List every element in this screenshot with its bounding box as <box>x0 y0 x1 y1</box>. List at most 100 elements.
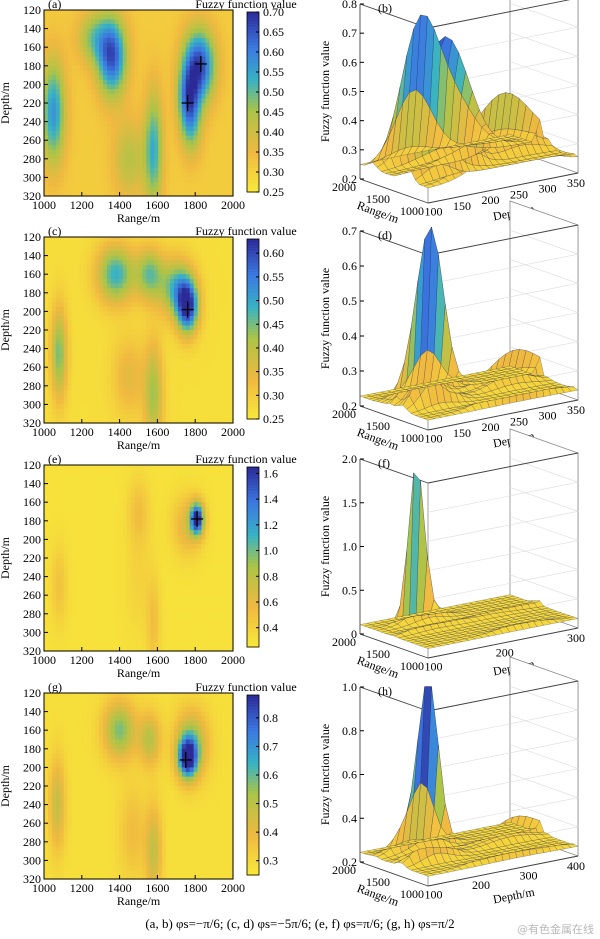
heatmap-cell <box>177 107 183 113</box>
heatmap-cell <box>225 112 230 118</box>
heatmap-cell <box>126 371 132 378</box>
heatmap-cell <box>118 274 124 280</box>
heatmap-cell <box>146 250 151 257</box>
heatmap-cell <box>138 42 144 48</box>
heatmap-cell <box>103 311 108 317</box>
heatmap-cell <box>134 339 140 345</box>
heatmap-cell <box>217 357 222 364</box>
heatmap-cell <box>134 182 140 188</box>
heatmap-cell <box>225 399 230 405</box>
heatmap-cell <box>146 126 151 132</box>
heatmap-cell <box>59 10 65 16</box>
heatmap-cell <box>193 237 199 243</box>
heatmap-cell <box>59 302 65 308</box>
heatmap-cell <box>44 553 49 559</box>
heatmap-cell <box>197 103 203 109</box>
heatmap-cell <box>209 79 214 85</box>
heatmap-cell <box>209 28 214 34</box>
heatmap-cell <box>193 23 199 30</box>
heatmap-cell <box>166 302 171 308</box>
heatmap-cell <box>146 399 151 405</box>
heatmap-cell <box>59 283 65 289</box>
heatmap-cell <box>91 140 96 146</box>
heatmap-cell <box>87 316 92 322</box>
heatmap-cell <box>173 191 179 197</box>
heatmap-cell <box>44 576 49 582</box>
heatmap-cell <box>189 42 195 48</box>
heatmap-cell <box>197 191 203 197</box>
heatmap-cell <box>103 418 108 424</box>
colorbar-tick-label: 0.70 <box>263 5 284 19</box>
heatmap-cell <box>63 56 69 62</box>
heatmap-cell <box>44 590 49 596</box>
heatmap-cell <box>71 343 77 350</box>
heatmap-cell <box>213 172 218 178</box>
heatmap-cell <box>118 381 124 387</box>
heatmap-cell <box>99 93 104 99</box>
heatmap-cell <box>217 241 222 247</box>
heatmap-cell <box>173 269 179 275</box>
heatmap-cell <box>71 144 77 151</box>
heatmap-cell <box>130 246 136 252</box>
x-tick-label: 1800 <box>183 198 207 212</box>
heatmap-cell <box>87 186 92 192</box>
heatmap-cell <box>213 385 218 392</box>
heatmap-cell <box>138 51 144 58</box>
colorbar-segment <box>247 177 259 181</box>
heatmap-cell <box>177 182 183 188</box>
heatmap-cell <box>138 103 144 109</box>
heatmap-cell <box>51 79 57 85</box>
heatmap-cell <box>193 116 199 123</box>
heatmap-cell <box>166 37 171 44</box>
heatmap-cell <box>110 306 116 312</box>
heatmap-cell <box>154 274 159 280</box>
heatmap-cell <box>95 246 100 252</box>
colorbar-segment <box>247 386 259 390</box>
heatmap-cell <box>181 390 187 396</box>
heatmap-cell <box>44 42 49 48</box>
heatmap-cell <box>63 168 69 174</box>
heatmap-cell <box>209 191 214 197</box>
heatmap-cell <box>130 395 136 401</box>
heatmap-cell <box>217 37 222 44</box>
heatmap-cell <box>134 260 140 266</box>
heatmap-cell <box>173 264 179 271</box>
heatmap-cell <box>55 168 61 174</box>
heatmap-cell <box>142 172 147 178</box>
heatmap-cell <box>103 93 108 99</box>
heatmap-cell <box>75 149 81 155</box>
heatmap-cell <box>47 334 53 340</box>
heatmap-cell <box>158 107 163 113</box>
heatmap-cell <box>217 264 222 271</box>
heatmap-cell <box>114 385 120 392</box>
colorbar-segment <box>247 254 259 258</box>
heatmap-cell <box>114 130 120 137</box>
heatmap-cell <box>158 404 163 410</box>
heatmap-cell <box>51 632 57 638</box>
heatmap-cell <box>99 288 104 294</box>
heatmap-cell <box>110 316 116 322</box>
y-tick-label: 260 <box>23 133 41 147</box>
heatmap-cell <box>197 177 203 183</box>
heatmap-cell <box>71 19 77 25</box>
heatmap-cell <box>118 241 124 247</box>
heatmap-cell <box>146 163 151 169</box>
heatmap-cell <box>225 385 230 392</box>
heatmap-cell <box>209 186 214 192</box>
depth-tick-label: 150 <box>453 199 471 213</box>
heatmap-cell <box>189 116 195 123</box>
heatmap-cell <box>154 316 159 322</box>
heatmap-cell <box>103 149 108 155</box>
heatmap-cell <box>55 334 61 340</box>
heatmap-cell <box>87 381 92 387</box>
heatmap-cell <box>205 107 210 113</box>
heatmap-cell <box>166 135 171 141</box>
heatmap-cell <box>150 255 155 261</box>
heatmap-cell <box>150 98 155 104</box>
heatmap-cell <box>71 177 77 183</box>
heatmap-cell <box>110 399 116 405</box>
heatmap-cell <box>99 47 104 53</box>
heatmap-cell <box>201 70 207 76</box>
heatmap-cell <box>103 316 108 322</box>
heatmap-cell <box>221 140 226 146</box>
